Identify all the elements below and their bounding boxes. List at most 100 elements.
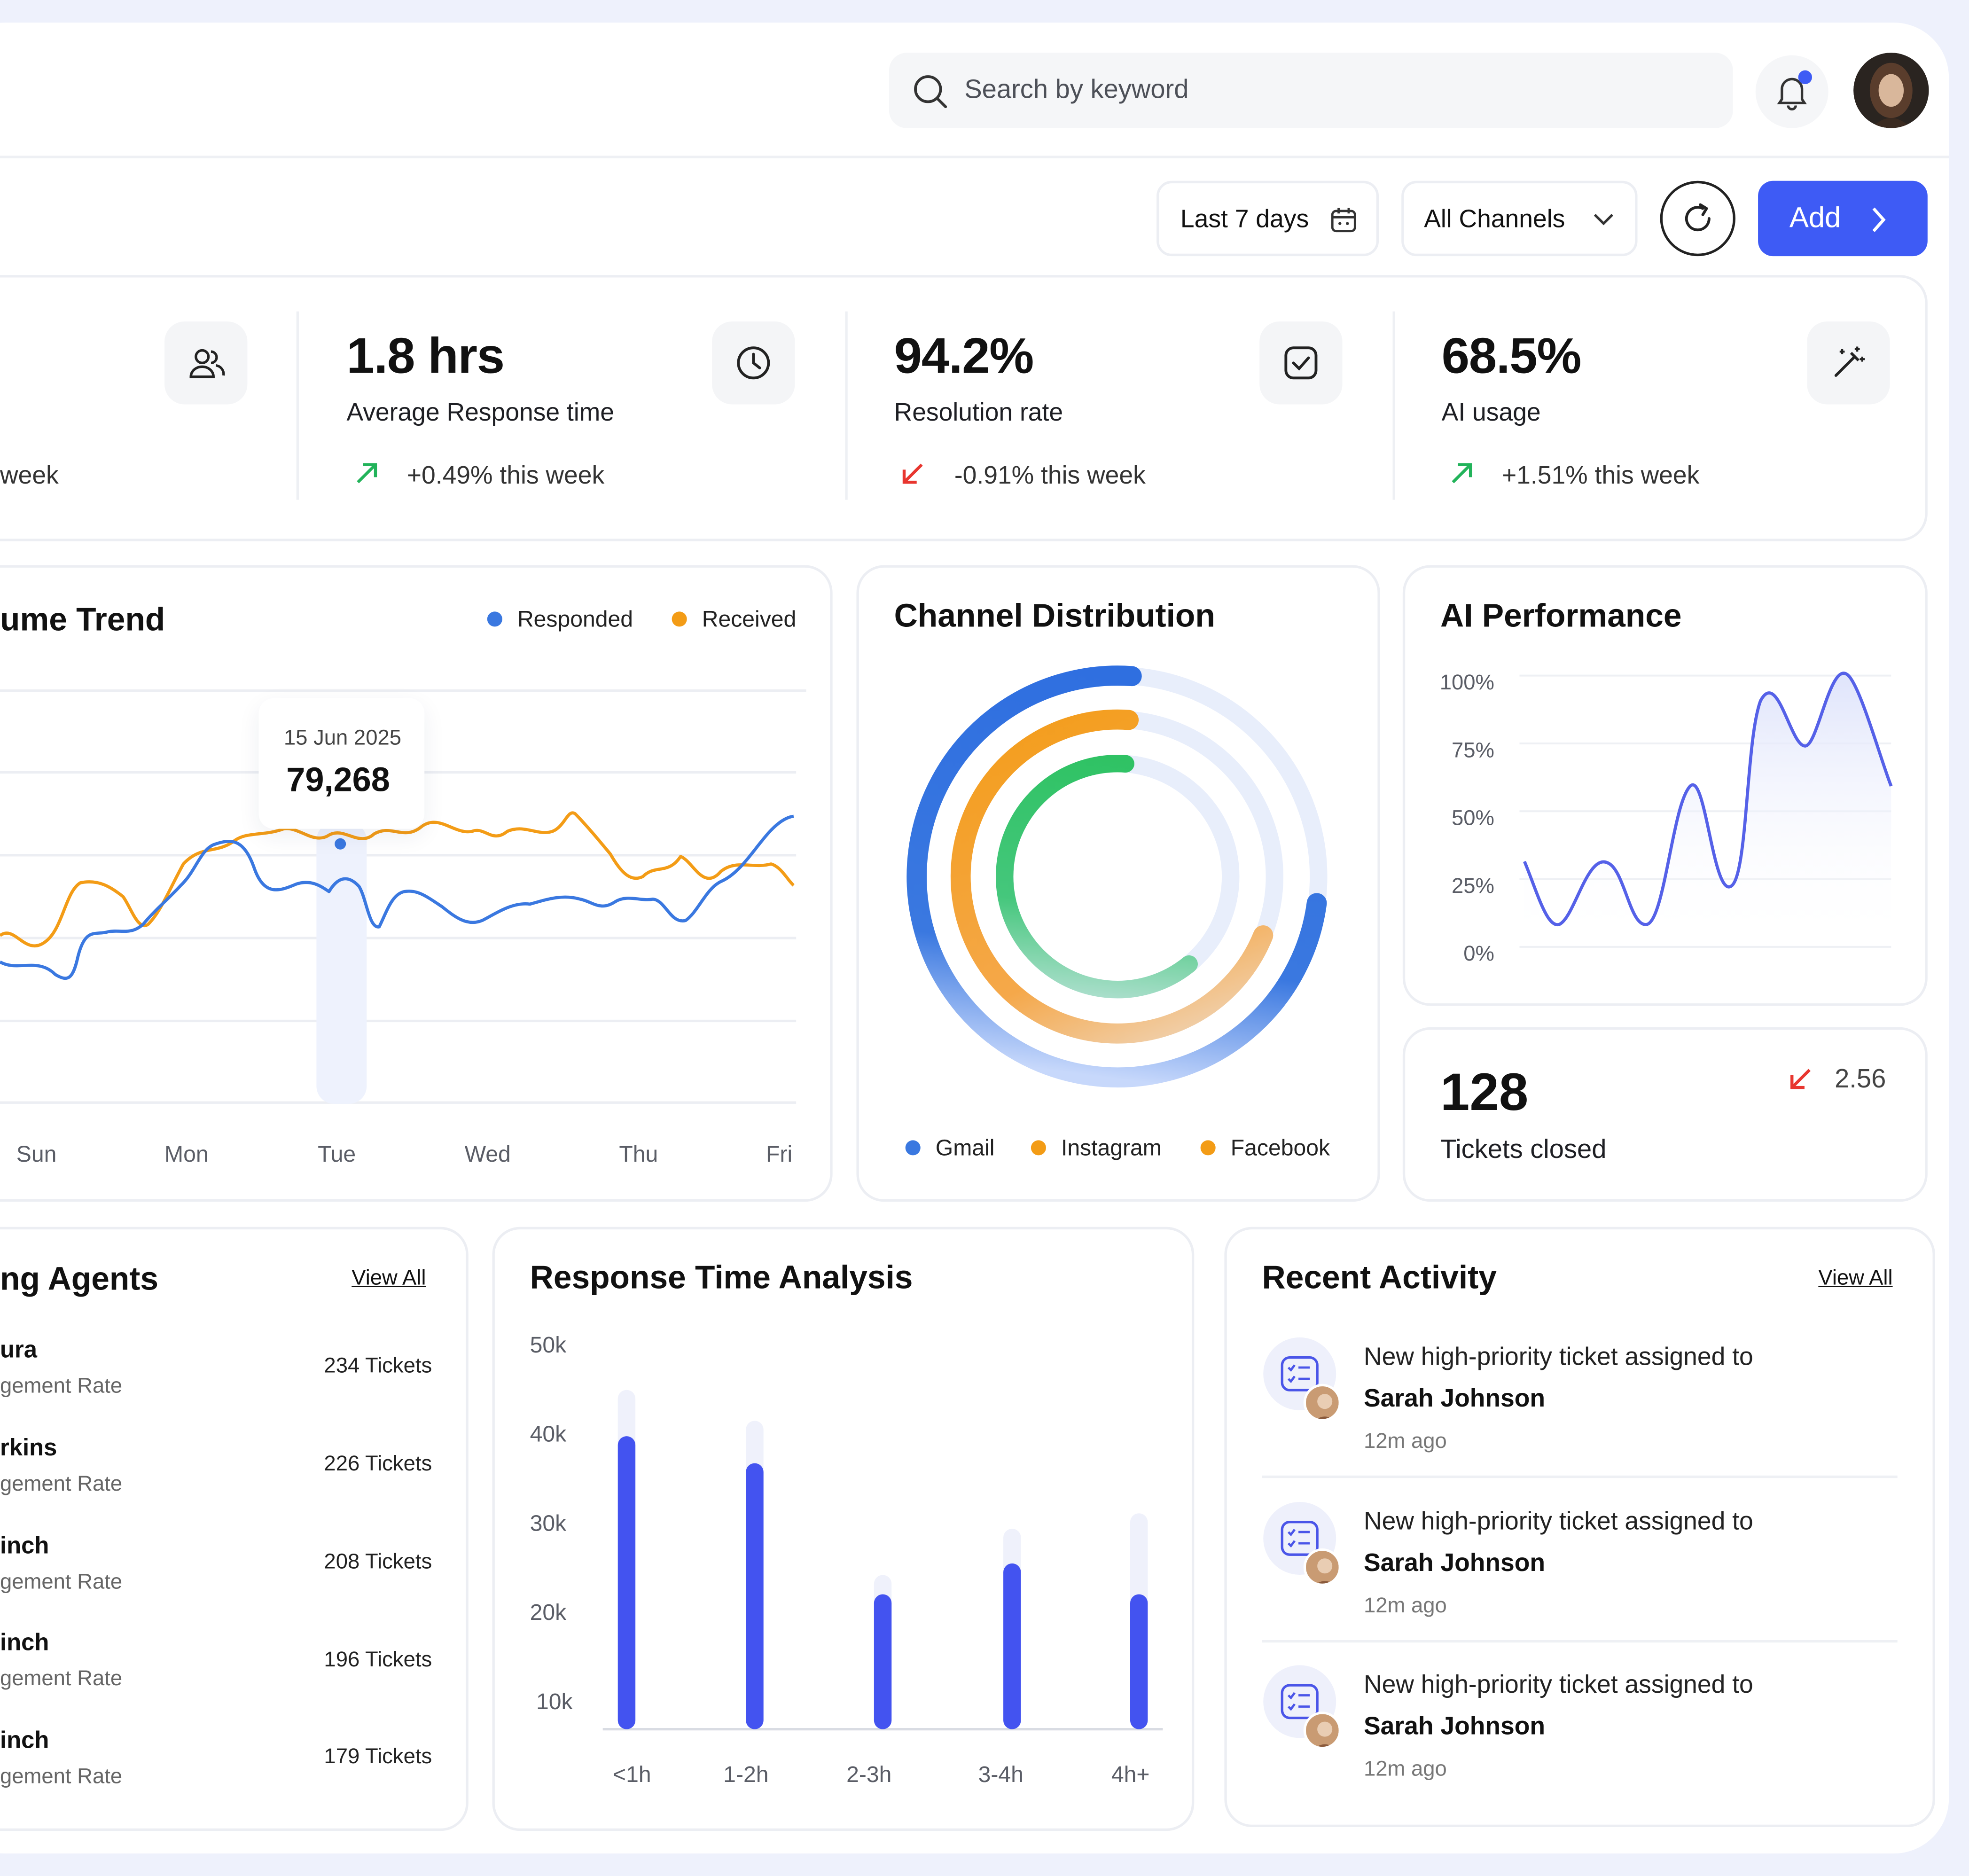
agent-tickets: 226 Tickets	[324, 1452, 432, 1476]
notifications-button[interactable]	[1755, 55, 1828, 128]
tooltip-value: 79,268	[286, 761, 390, 799]
response-time-chart	[602, 1390, 1163, 1731]
legend-facebook: Facebook	[1230, 1135, 1330, 1161]
agent-tickets: 208 Tickets	[324, 1549, 432, 1574]
hover-point	[335, 838, 346, 850]
kpi-4-label: AI usage	[1441, 399, 1541, 427]
checklist-icon	[1281, 1356, 1319, 1391]
kpi-divider	[845, 311, 848, 500]
y-tick-label: 10k	[536, 1689, 573, 1714]
chevron-right-icon	[1872, 207, 1886, 232]
agent-rate-label: gement Rate	[0, 1666, 123, 1690]
channel-filter-select[interactable]: All Channels	[1401, 180, 1638, 257]
clock-icon	[737, 346, 770, 380]
person-icon	[1306, 1386, 1339, 1419]
agents-view-all-link[interactable]: View All	[352, 1266, 426, 1290]
x-tick-label: 2-3h	[846, 1762, 892, 1787]
legend-dot-responded	[487, 611, 502, 627]
response-time-title: Response Time Analysis	[530, 1258, 913, 1296]
x-tick-label: Fri	[766, 1141, 793, 1167]
refresh-icon	[1685, 203, 1711, 232]
avatar-portrait-icon	[1853, 53, 1929, 128]
activity-divider	[1262, 1640, 1898, 1643]
activity-view-all-link[interactable]: View All	[1818, 1266, 1893, 1290]
series-responded-line	[0, 814, 794, 980]
magic-wand-icon	[1834, 346, 1865, 377]
kpi-2-label: Average Response time	[346, 399, 614, 427]
kpi-3-label: Resolution rate	[894, 399, 1063, 427]
y-tick-label: 40k	[530, 1421, 567, 1447]
bar	[746, 1463, 764, 1729]
y-tick-label: 0%	[1463, 942, 1494, 966]
calendar-icon	[1331, 208, 1356, 233]
user-avatar[interactable]	[1853, 53, 1929, 128]
activity-time: 12m ago	[1364, 1429, 1447, 1453]
agent-rate-label: gement Rate	[0, 1764, 123, 1789]
search-icon	[914, 75, 947, 109]
activity-assignee: Sarah Johnson	[1364, 1549, 1546, 1578]
check-square-icon	[1284, 346, 1318, 380]
volume-trend-card	[0, 565, 833, 1202]
activity-text: New high-priority ticket assigned to	[1364, 1508, 1753, 1536]
agents-title: ng Agents	[0, 1259, 159, 1298]
bar	[617, 1436, 636, 1729]
kpi-divider	[1392, 311, 1395, 500]
kpi-4-value: 68.5%	[1441, 329, 1582, 384]
agent-name: inch	[0, 1533, 49, 1560]
activity-assignee: Sarah Johnson	[1364, 1385, 1546, 1413]
users-icon	[189, 349, 225, 378]
legend-responded: Responded	[517, 606, 633, 632]
agent-name: inch	[0, 1630, 49, 1657]
chevron-down-icon	[1594, 214, 1613, 226]
assignee-avatar	[1303, 1712, 1341, 1750]
agent-tickets: 234 Tickets	[324, 1353, 432, 1378]
arrow-down-left-icon	[1790, 1069, 1811, 1089]
activity-assignee: Sarah Johnson	[1364, 1712, 1546, 1741]
x-tick-label: Sun	[16, 1141, 57, 1167]
legend-instagram: Instagram	[1061, 1135, 1162, 1161]
x-tick-label: Mon	[164, 1141, 209, 1167]
ring-gmail	[906, 665, 1329, 1088]
assignee-avatar	[1303, 1384, 1341, 1422]
ai-performance-title: AI Performance	[1440, 596, 1682, 634]
date-range-select[interactable]: Last 7 days	[1156, 180, 1379, 257]
agent-name: rkins	[0, 1435, 57, 1462]
channel-distribution-card	[856, 565, 1380, 1202]
x-tick-label: Tue	[318, 1141, 356, 1167]
kpi-2-value: 1.8 hrs	[346, 329, 505, 384]
kpi-icon-tile	[1259, 321, 1343, 405]
y-tick-label: 100%	[1439, 670, 1494, 695]
activity-text: New high-priority ticket assigned to	[1364, 1671, 1753, 1699]
search-placeholder: Search by keyword	[964, 75, 1189, 104]
refresh-button[interactable]	[1660, 180, 1735, 257]
kpi-2-delta: +0.49% this week	[406, 462, 605, 490]
x-tick-label: 4h+	[1111, 1762, 1150, 1787]
bar	[1130, 1594, 1148, 1729]
tickets-closed-label: Tickets closed	[1440, 1135, 1607, 1165]
tickets-closed-delta: 2.56	[1835, 1065, 1886, 1094]
kpi-1-delta: week	[0, 462, 59, 490]
activity-divider	[1262, 1475, 1898, 1478]
recent-activity-card	[1224, 1227, 1935, 1828]
kpi-divider	[296, 311, 299, 500]
series-received-line	[0, 811, 795, 947]
legend-received: Received	[702, 606, 797, 632]
activity-text: New high-priority ticket assigned to	[1364, 1344, 1753, 1372]
checklist-icon	[1281, 1684, 1319, 1720]
volume-trend-title: ume Trend	[0, 600, 165, 638]
ring-instagram	[950, 709, 1285, 1044]
add-button[interactable]: Add	[1758, 180, 1928, 257]
y-tick-label: 25%	[1451, 874, 1494, 898]
agent-tickets: 179 Tickets	[324, 1744, 432, 1768]
x-tick-label: 3-4h	[978, 1762, 1024, 1787]
legend-dot-facebook	[1200, 1140, 1216, 1156]
search-input[interactable]: Search by keyword	[889, 53, 1733, 128]
y-tick-label: 50%	[1451, 806, 1494, 830]
bar	[1003, 1563, 1021, 1729]
agent-name: ura	[0, 1337, 38, 1364]
recent-activity-title: Recent Activity	[1262, 1258, 1497, 1296]
agent-rate-label: gement Rate	[0, 1471, 123, 1496]
tickets-closed-card	[1402, 1027, 1928, 1202]
x-tick-label: Thu	[619, 1141, 658, 1167]
